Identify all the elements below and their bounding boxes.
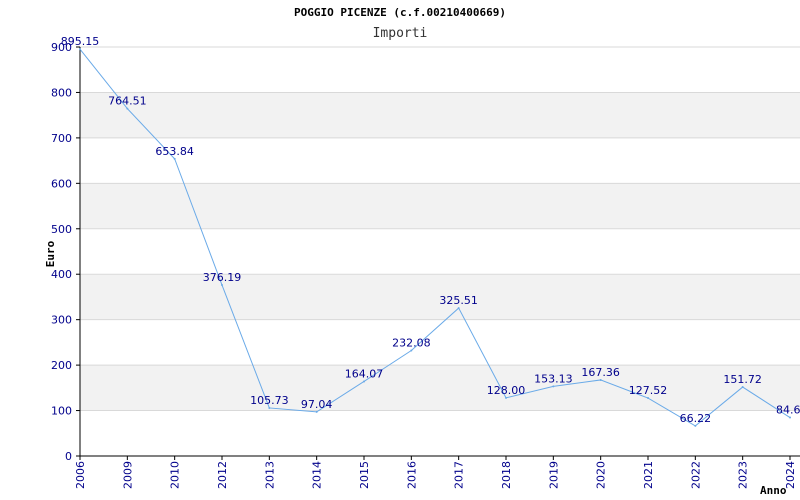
x-tick-label: 2013 xyxy=(263,461,276,489)
data-point xyxy=(789,416,791,419)
data-label: 764.51 xyxy=(108,95,147,108)
data-label: 105.73 xyxy=(250,394,289,407)
data-point xyxy=(457,307,460,310)
y-tick-label: 900 xyxy=(51,41,72,54)
x-tick-labels: 2006 2009 2010 2012 2013 2014 2015 2016 2017 2018… xyxy=(74,461,797,489)
data-point xyxy=(268,406,271,409)
data-point xyxy=(363,380,365,383)
x-tick-label: 2009 xyxy=(121,461,134,489)
data-point xyxy=(552,385,555,388)
axes xyxy=(76,46,800,460)
x-tick-label: 2015 xyxy=(358,461,371,489)
x-tick-label: 2012 xyxy=(216,461,229,489)
y-tick-label: 200 xyxy=(51,359,72,372)
data-label: 653.84 xyxy=(155,145,194,158)
data-point xyxy=(647,397,649,400)
data-label: 232.08 xyxy=(392,337,431,350)
x-axis-label: Anno xyxy=(760,484,787,497)
plot-band xyxy=(80,365,800,411)
x-tick-label: 2019 xyxy=(547,461,560,489)
data-label: 167.36 xyxy=(581,366,620,379)
data-point xyxy=(221,284,223,287)
data-labels: 895.15 764.51 653.84 376.19 105.73 97.04 164.0… xyxy=(61,35,800,427)
data-point xyxy=(505,396,507,399)
data-label: 151.72 xyxy=(723,373,762,386)
data-point xyxy=(315,410,318,413)
y-tick-label: 500 xyxy=(51,223,72,236)
x-tick-label: 2023 xyxy=(737,461,750,489)
x-tick-label: 2017 xyxy=(453,461,466,489)
data-label: 97.04 xyxy=(301,398,333,411)
data-label: 153.13 xyxy=(534,372,573,385)
y-tick-label: 600 xyxy=(51,177,72,190)
chart-subtitle: Importi xyxy=(373,26,428,41)
data-point xyxy=(599,378,602,381)
data-label: 84.60 xyxy=(776,404,800,417)
grid-lines xyxy=(80,46,800,457)
x-tick-label: 2021 xyxy=(642,461,655,489)
y-tick-labels: 0 100 200 300 400 500 600 700 800 900 xyxy=(51,41,72,463)
data-label: 376.19 xyxy=(203,271,242,284)
y-tick-label: 800 xyxy=(51,86,72,99)
data-point xyxy=(694,424,697,427)
data-point xyxy=(410,349,413,352)
y-axis-label: Euro xyxy=(44,240,57,267)
x-tick-label: 2014 xyxy=(311,461,324,489)
data-point xyxy=(173,157,176,160)
data-point xyxy=(126,107,129,110)
x-tick-label: 2010 xyxy=(169,461,182,489)
x-tick-label: 2016 xyxy=(405,461,418,489)
x-tick-label: 2022 xyxy=(689,461,702,489)
data-point xyxy=(79,48,81,51)
y-tick-label: 400 xyxy=(51,268,72,281)
y-tick-label: 700 xyxy=(51,132,72,145)
x-tick-label: 2020 xyxy=(595,461,608,489)
plot-bands xyxy=(80,92,800,411)
x-tick-label: 2018 xyxy=(500,461,513,489)
plot-band xyxy=(80,92,800,138)
y-tick-label: 300 xyxy=(51,314,72,327)
data-label: 128.00 xyxy=(487,384,526,397)
plot-band xyxy=(80,274,800,320)
data-label: 325.51 xyxy=(439,294,478,307)
y-tick-label: 0 xyxy=(65,450,72,463)
chart-title: POGGIO PICENZE (c.f.00210400669) xyxy=(294,6,506,19)
data-label: 164.07 xyxy=(345,367,384,380)
data-label: 895.15 xyxy=(61,35,100,48)
x-tick-label: 2006 xyxy=(74,461,87,489)
x-tick-label: 2024 xyxy=(784,461,797,489)
plot-band xyxy=(80,183,800,229)
data-label: 127.52 xyxy=(629,384,668,397)
data-point xyxy=(741,386,744,389)
y-tick-label: 100 xyxy=(51,405,72,418)
data-label: 66.22 xyxy=(680,412,712,425)
series-line xyxy=(79,48,791,427)
